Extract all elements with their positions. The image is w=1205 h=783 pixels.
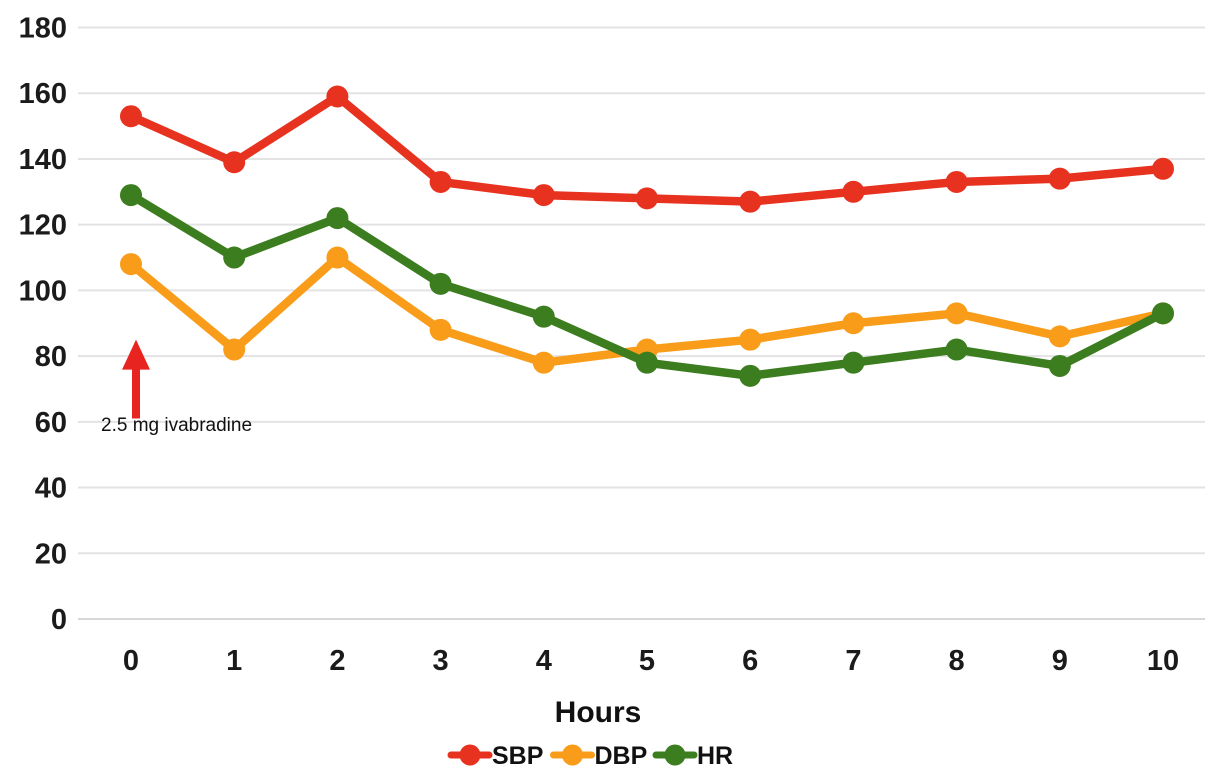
y-axis-tick-label: 60: [35, 407, 67, 439]
x-axis-tick-label: 8: [949, 645, 965, 677]
x-axis-tick-label: 6: [742, 645, 758, 677]
annotation-group: 2.5 mg ivabradine: [101, 339, 252, 436]
data-point-SBP-h1: [223, 151, 246, 174]
data-point-DBP-h2: [326, 246, 349, 269]
legend-label-SBP: SBP: [492, 742, 543, 770]
legend-marker-dot-icon: [459, 744, 481, 766]
data-point-DBP-h6: [739, 328, 762, 351]
series-line-SBP: [126, 92, 1168, 206]
data-point-HR-h7: [842, 351, 865, 374]
annotation-arrow-icon: [122, 339, 150, 419]
x-axis-tick-label: 1: [226, 645, 242, 677]
series-group: [120, 85, 1174, 387]
y-axis-tick-label: 100: [19, 275, 67, 307]
data-point-HR-h2: [326, 207, 349, 230]
data-point-HR-h4: [532, 305, 555, 328]
data-point-DBP-h9: [1048, 325, 1071, 348]
y-axis-tick-label: 180: [19, 13, 67, 45]
data-point-DBP-h0: [120, 253, 142, 276]
data-point-DBP-h7: [842, 312, 865, 335]
legend-item-SBP: SBP: [447, 742, 543, 770]
legend-label-HR: HR: [697, 742, 733, 770]
y-axis-tick-label: 0: [51, 604, 67, 636]
y-axis-tick-label: 20: [35, 538, 67, 570]
x-axis-title: Hours: [555, 696, 642, 729]
y-axis-tick-label: 140: [19, 144, 67, 176]
x-axis-tick-label: 10: [1147, 645, 1179, 677]
x-axis-tick-label: 4: [536, 645, 552, 677]
y-axis-labels-group: 0 20 40 60 80 100 120 140 160 180: [19, 13, 67, 637]
data-point-HR-h10: [1152, 302, 1174, 325]
data-point-HR-h9: [1048, 354, 1071, 377]
x-axis-tick-label: 3: [433, 645, 449, 677]
legend: SBP DBP HR: [447, 742, 733, 770]
data-point-DBP-h1: [223, 338, 246, 361]
data-point-HR-h3: [429, 272, 452, 295]
legend-marker-dot-icon: [664, 744, 686, 766]
legend-marker-dot-icon: [562, 744, 583, 766]
data-point-SBP-h6: [739, 190, 762, 213]
data-point-HR-h8: [945, 338, 968, 361]
data-point-HR-h1: [223, 246, 246, 269]
data-point-SBP-h4: [532, 184, 555, 207]
data-point-SBP-h3: [429, 170, 452, 193]
y-axis-tick-label: 80: [35, 341, 67, 373]
x-axis-tick-label: 5: [639, 645, 655, 677]
x-axis-labels-group: 0 1 2 3 4 5 6 7 8 9 10: [123, 645, 1179, 677]
x-axis-tick-label: 2: [329, 645, 345, 677]
data-point-SBP-h8: [945, 170, 968, 193]
data-point-DBP-h4: [532, 351, 555, 374]
data-point-HR-h0: [120, 184, 142, 207]
data-point-SBP-h7: [842, 180, 865, 203]
legend-label-DBP: DBP: [595, 742, 648, 770]
annotation-label: 2.5 mg ivabradine: [101, 415, 252, 436]
x-axis-tick-label: 9: [1052, 645, 1068, 677]
data-point-SBP-h5: [636, 187, 658, 210]
legend-item-DBP: DBP: [550, 742, 648, 770]
data-point-SBP-h9: [1048, 167, 1071, 190]
data-point-HR-h5: [636, 351, 658, 374]
y-axis-tick-label: 40: [35, 473, 67, 505]
data-point-SBP-h0: [120, 105, 142, 128]
data-point-DBP-h8: [945, 302, 968, 325]
data-point-DBP-h3: [429, 318, 452, 341]
data-point-HR-h6: [739, 364, 762, 387]
y-axis-tick-label: 120: [19, 210, 67, 242]
y-axis-tick-label: 160: [19, 78, 67, 110]
x-axis-tick-label: 7: [845, 645, 861, 677]
legend-item-HR: HR: [652, 742, 733, 770]
data-point-SBP-h10: [1152, 157, 1174, 180]
gridlines-group: [78, 26, 1205, 620]
data-point-SBP-h2: [326, 85, 349, 108]
x-axis-tick-label: 0: [123, 645, 139, 677]
